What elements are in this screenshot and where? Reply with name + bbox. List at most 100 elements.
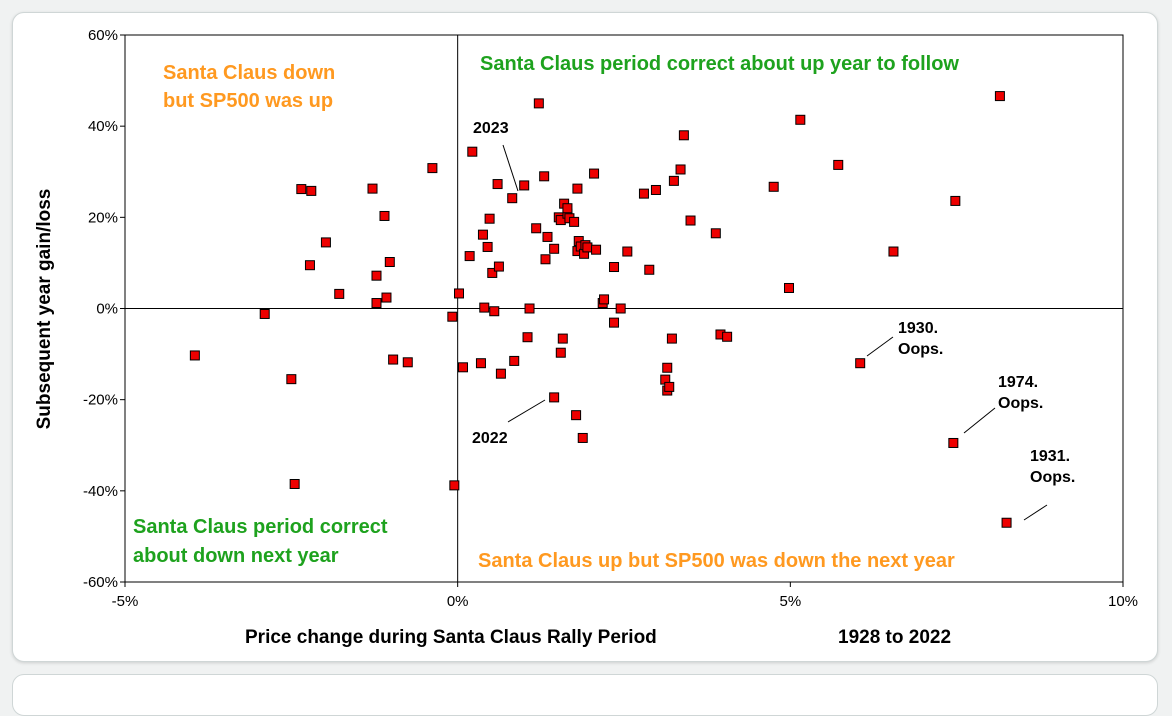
data-point xyxy=(589,168,600,179)
data-point xyxy=(644,264,655,275)
data-point xyxy=(381,292,392,303)
y-tick-label: -40% xyxy=(83,483,118,500)
data-point xyxy=(678,130,689,141)
quadrant-labels: Santa Claus down but SP500 was up Santa Cl… xyxy=(133,53,959,572)
data-point xyxy=(542,231,553,242)
tick-labels: 60% 40% 20% 0% -20% -40% -60% -5% 0% 5% 10% xyxy=(83,27,1138,610)
data-point xyxy=(609,262,620,273)
annotation-leader-1931 xyxy=(1023,504,1048,521)
data-point xyxy=(650,184,661,195)
data-point xyxy=(582,242,593,253)
y-tick-label: 0% xyxy=(96,301,118,318)
quadrant-label-top-left: Santa Claus down xyxy=(163,62,335,84)
data-point xyxy=(296,184,307,195)
data-point xyxy=(402,357,413,368)
data-point xyxy=(384,257,395,268)
data-point xyxy=(484,213,495,224)
data-point xyxy=(467,146,478,157)
data-point xyxy=(722,331,733,342)
data-point xyxy=(539,171,550,182)
data-point xyxy=(638,188,649,199)
data-point xyxy=(388,354,399,365)
scatter-chart: 60% 40% 20% 0% -20% -40% -60% -5% 0% 5% 10% Price … xyxy=(34,27,1138,648)
data-point xyxy=(562,203,573,214)
data-point xyxy=(888,246,899,257)
data-point xyxy=(509,355,520,366)
data-point xyxy=(591,244,602,255)
data-point xyxy=(664,381,675,392)
x-tick-label: 0% xyxy=(447,593,469,610)
data-point xyxy=(449,480,460,491)
y-tick-label: 20% xyxy=(88,209,118,226)
y-tick-label: 40% xyxy=(88,118,118,135)
data-point xyxy=(569,216,580,227)
quadrant-label-top-left: but SP500 was up xyxy=(163,90,333,112)
data-point xyxy=(495,368,506,379)
data-point xyxy=(555,347,566,358)
data-point xyxy=(320,237,331,248)
y-tick-label: -60% xyxy=(83,574,118,591)
data-point xyxy=(622,246,633,257)
annotation-label-1931: 1931. xyxy=(1030,448,1070,465)
data-point xyxy=(833,159,844,170)
data-point xyxy=(334,288,345,299)
data-point xyxy=(519,180,530,191)
data-point xyxy=(259,308,270,319)
y-tick-label: 60% xyxy=(88,27,118,44)
data-point xyxy=(577,432,588,443)
data-point xyxy=(784,282,795,293)
data-point xyxy=(549,243,560,254)
data-point xyxy=(948,437,959,448)
data-point xyxy=(768,181,779,192)
data-point xyxy=(475,358,486,369)
data-point xyxy=(557,333,568,344)
data-point xyxy=(666,333,677,344)
annotation-label-2022: 2022 xyxy=(472,430,508,447)
data-point xyxy=(994,91,1005,102)
data-point xyxy=(304,260,315,271)
data-point xyxy=(795,114,806,125)
data-point xyxy=(540,254,551,265)
data-point xyxy=(492,179,503,190)
data-point xyxy=(464,251,475,262)
data-point xyxy=(477,229,488,240)
data-point xyxy=(286,374,297,385)
annotation-label-1974: 1974. xyxy=(998,374,1038,391)
annotation-leader-2022 xyxy=(507,399,546,423)
data-point xyxy=(668,175,679,186)
data-point xyxy=(457,362,468,373)
data-point xyxy=(685,215,696,226)
annotation-label-1930: Oops. xyxy=(898,341,943,358)
data-points xyxy=(189,91,1012,528)
data-point xyxy=(371,298,382,309)
y-tick-label: -20% xyxy=(83,392,118,409)
data-point xyxy=(599,294,610,305)
annotation-leader-1974 xyxy=(963,407,996,434)
data-point xyxy=(524,303,535,314)
data-point xyxy=(609,317,620,328)
x-tick-label: -5% xyxy=(112,593,139,610)
data-point xyxy=(371,270,382,281)
annotation-label-1930: 1930. xyxy=(898,320,938,337)
data-point xyxy=(710,228,721,239)
annotation-label-2023: 2023 xyxy=(473,120,509,137)
data-point xyxy=(367,183,378,194)
data-point xyxy=(479,302,490,313)
data-point xyxy=(489,306,500,317)
data-point xyxy=(306,185,317,196)
data-point xyxy=(522,332,533,343)
data-point xyxy=(189,350,200,361)
data-point xyxy=(493,261,504,272)
data-point xyxy=(533,98,544,109)
data-point xyxy=(531,223,542,234)
data-point xyxy=(1001,517,1012,528)
data-point xyxy=(427,163,438,174)
data-point xyxy=(379,210,390,221)
x-axis-title-suffix: 1928 to 2022 xyxy=(838,627,951,648)
annotation-leader-2023 xyxy=(502,144,519,192)
data-point xyxy=(453,288,464,299)
axes-layer xyxy=(120,34,1124,587)
data-point xyxy=(571,410,582,421)
data-point xyxy=(950,195,961,206)
data-point xyxy=(549,392,560,403)
